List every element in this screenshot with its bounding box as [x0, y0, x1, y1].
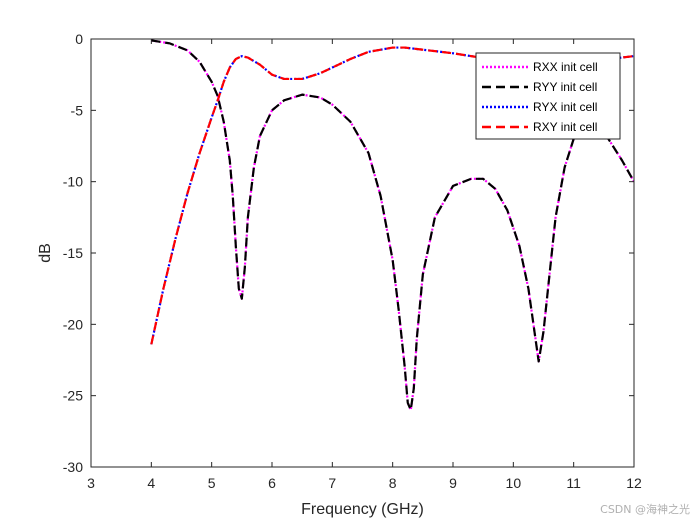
x-tick-label: 6 [268, 475, 276, 491]
x-tick-label: 4 [147, 475, 155, 491]
legend-label-ryy-init-cell: RYY init cell [533, 80, 597, 94]
x-axis-ticks: 3 4 5 6 7 8 9 10 11 12 [87, 39, 642, 491]
y-axis-label: dB [37, 243, 54, 263]
legend-label-rxx-init-cell: RXX init cell [533, 60, 598, 74]
x-tick-label: 8 [389, 475, 397, 491]
legend: RXX init cell RYY init cell RYX init cell R… [475, 52, 621, 140]
legend-label-rxy-init-cell: RXY init cell [533, 120, 597, 134]
y-tick-label: -10 [63, 174, 83, 190]
x-tick-label: 3 [87, 475, 95, 491]
x-tick-label: 9 [449, 475, 457, 491]
y-tick-label: -15 [63, 245, 83, 261]
x-tick-label: 10 [506, 475, 522, 491]
y-tick-label: -30 [63, 459, 83, 475]
y-axis-ticks: 0 -5 -10 -15 -20 -25 -30 [63, 31, 634, 475]
x-tick-label: 11 [566, 475, 581, 491]
x-axis-label: Frequency (GHz) [301, 501, 424, 518]
watermark: CSDN @海神之光 [600, 503, 690, 516]
x-tick-label: 7 [328, 475, 336, 491]
y-tick-label: -25 [63, 388, 83, 404]
y-tick-label: 0 [75, 31, 83, 47]
x-tick-label: 5 [208, 475, 216, 491]
x-tick-label: 12 [626, 475, 642, 491]
y-tick-label: -5 [71, 102, 84, 118]
series-line-ryy-init-cell [151, 39, 634, 412]
y-tick-label: -20 [63, 316, 83, 332]
legend-label-ryx-init-cell: RYX init cell [533, 100, 597, 114]
